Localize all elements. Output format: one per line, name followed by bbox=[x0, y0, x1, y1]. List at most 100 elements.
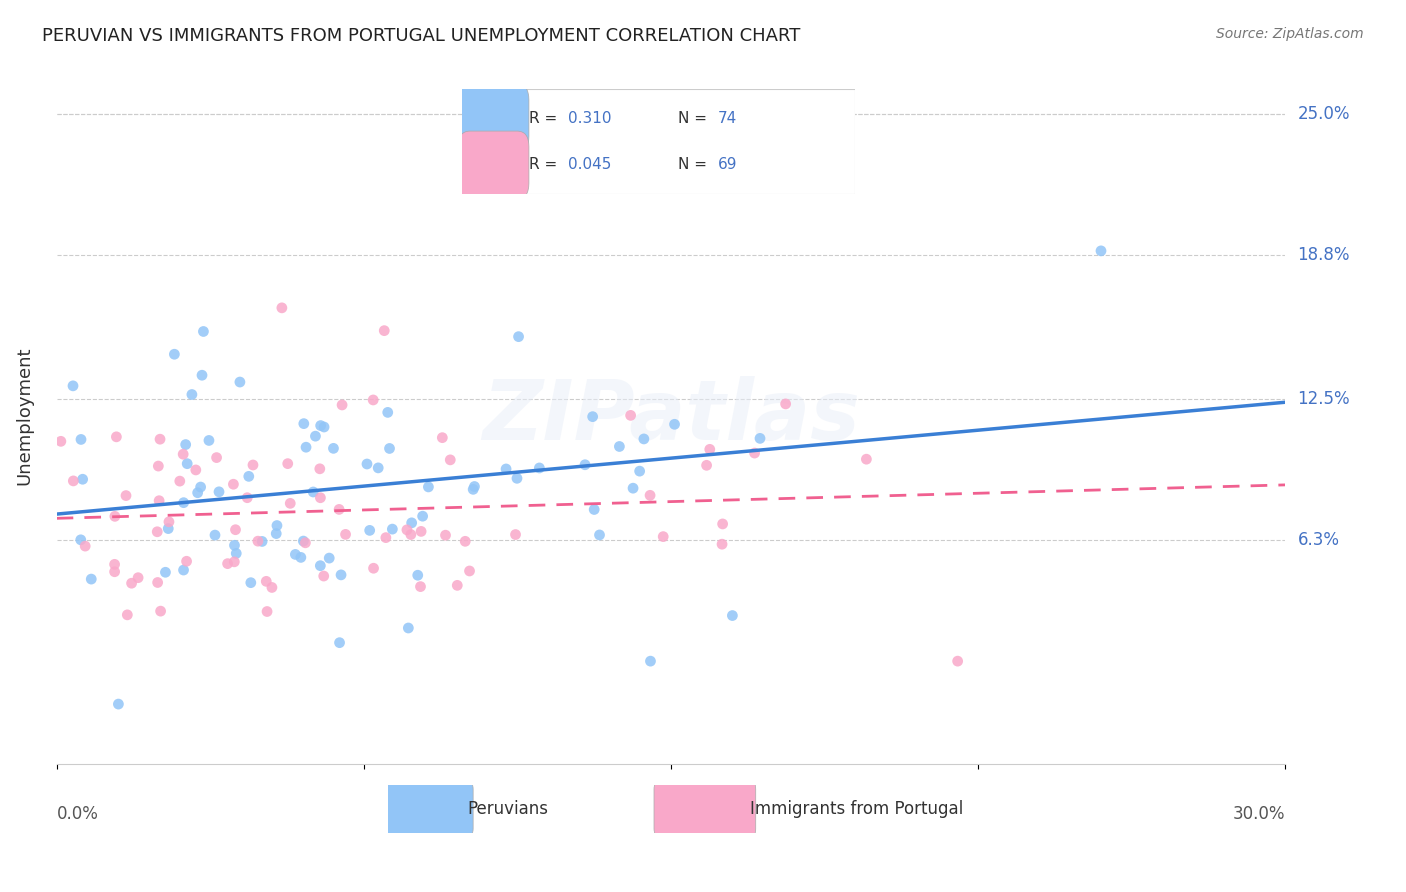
Point bbox=[399, 527, 422, 541]
Point bbox=[633, 432, 655, 446]
Point bbox=[80, 572, 103, 586]
Point bbox=[115, 489, 138, 503]
Text: 18.8%: 18.8% bbox=[1298, 246, 1350, 264]
Point bbox=[224, 555, 246, 569]
Point bbox=[157, 522, 180, 536]
Point bbox=[198, 434, 221, 448]
Point bbox=[373, 324, 395, 338]
Point bbox=[187, 485, 209, 500]
Point bbox=[711, 537, 734, 551]
Point bbox=[222, 477, 245, 491]
Point bbox=[292, 417, 315, 431]
Point bbox=[775, 397, 797, 411]
Point bbox=[149, 604, 172, 618]
Point bbox=[224, 538, 246, 552]
Point bbox=[229, 375, 252, 389]
Point bbox=[381, 522, 404, 536]
Point bbox=[169, 474, 191, 488]
Point bbox=[70, 433, 93, 447]
Point bbox=[367, 461, 389, 475]
Point bbox=[463, 479, 485, 493]
Point bbox=[180, 387, 202, 401]
Point bbox=[62, 379, 84, 393]
Point bbox=[749, 431, 772, 445]
Point bbox=[309, 418, 332, 433]
Point bbox=[184, 463, 207, 477]
Point bbox=[172, 447, 194, 461]
Point bbox=[284, 548, 307, 562]
Point bbox=[62, 474, 84, 488]
Point bbox=[236, 491, 259, 505]
Point bbox=[217, 557, 239, 571]
Point bbox=[356, 457, 378, 471]
Point bbox=[855, 452, 877, 467]
Point bbox=[155, 566, 177, 580]
Point bbox=[256, 605, 278, 619]
Point bbox=[290, 550, 312, 565]
Point bbox=[516, 176, 538, 190]
Text: 6.3%: 6.3% bbox=[1298, 532, 1340, 549]
Point bbox=[328, 635, 350, 649]
Point bbox=[377, 405, 399, 419]
Point bbox=[411, 524, 433, 539]
Point bbox=[254, 574, 277, 589]
Point bbox=[104, 509, 127, 524]
Point bbox=[508, 329, 530, 343]
Point bbox=[208, 484, 231, 499]
Point bbox=[163, 347, 186, 361]
Text: 25.0%: 25.0% bbox=[1298, 105, 1350, 123]
Point bbox=[363, 561, 385, 575]
Point bbox=[652, 530, 675, 544]
Point bbox=[434, 528, 457, 542]
Point bbox=[225, 546, 247, 560]
Point bbox=[330, 567, 353, 582]
Point bbox=[304, 429, 326, 443]
Point bbox=[335, 527, 357, 541]
Point bbox=[205, 450, 228, 465]
Point bbox=[418, 480, 440, 494]
Point bbox=[583, 502, 606, 516]
Point bbox=[190, 480, 212, 494]
Point bbox=[104, 558, 127, 572]
Point bbox=[308, 462, 330, 476]
Point bbox=[409, 580, 432, 594]
Point bbox=[378, 442, 401, 456]
Point bbox=[664, 417, 686, 432]
Point bbox=[294, 536, 316, 550]
Text: Source: ZipAtlas.com: Source: ZipAtlas.com bbox=[1216, 27, 1364, 41]
Point bbox=[454, 534, 477, 549]
Point bbox=[463, 483, 485, 497]
Point bbox=[250, 534, 273, 549]
Point bbox=[312, 420, 335, 434]
Point bbox=[495, 462, 517, 476]
Point bbox=[359, 524, 381, 538]
Point bbox=[721, 608, 744, 623]
Point bbox=[260, 581, 283, 595]
Point bbox=[439, 453, 461, 467]
Point bbox=[148, 493, 170, 508]
Point bbox=[148, 458, 170, 473]
Point bbox=[505, 527, 527, 541]
Point bbox=[146, 524, 169, 539]
Text: 0.0%: 0.0% bbox=[56, 805, 98, 823]
Point bbox=[638, 488, 661, 502]
Point bbox=[173, 563, 195, 577]
Point bbox=[401, 516, 423, 530]
Point bbox=[395, 523, 418, 537]
Text: PERUVIAN VS IMMIGRANTS FROM PORTUGAL UNEMPLOYMENT CORRELATION CHART: PERUVIAN VS IMMIGRANTS FROM PORTUGAL UNE… bbox=[42, 27, 800, 45]
Text: 30.0%: 30.0% bbox=[1233, 805, 1285, 823]
Point bbox=[173, 496, 195, 510]
Point bbox=[529, 461, 551, 475]
Point bbox=[149, 432, 172, 446]
Point bbox=[711, 516, 734, 531]
Point bbox=[295, 440, 318, 454]
Point bbox=[264, 526, 287, 541]
Text: ZIPatlas: ZIPatlas bbox=[482, 376, 860, 457]
Point bbox=[396, 621, 419, 635]
Point bbox=[582, 409, 605, 424]
Point bbox=[699, 442, 721, 457]
Point bbox=[412, 509, 434, 524]
Point bbox=[609, 440, 631, 454]
Point bbox=[328, 502, 350, 516]
Point bbox=[127, 571, 149, 585]
